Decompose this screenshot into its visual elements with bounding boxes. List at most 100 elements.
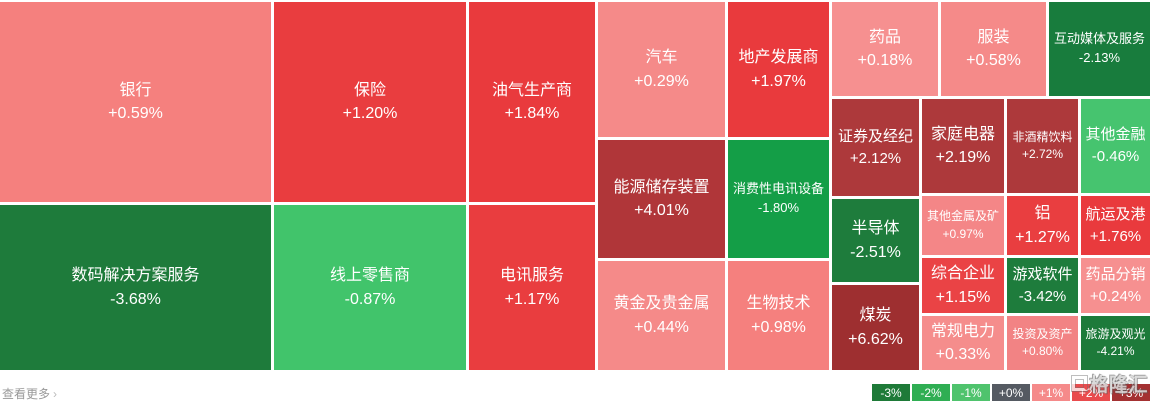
treemap-tile[interactable]: 黄金及贵金属 +0.44% xyxy=(598,261,725,370)
sector-change: +0.33% xyxy=(935,346,991,363)
legend-chip: -1% xyxy=(952,384,990,401)
sector-change: +0.98% xyxy=(751,318,806,336)
sector-name: 铝 xyxy=(1034,205,1051,223)
chevron-right-icon: › xyxy=(53,387,58,401)
treemap-tile[interactable]: 其他金属及矿 +0.97% xyxy=(922,196,1004,255)
sector-name: 油气生产商 xyxy=(491,81,572,99)
treemap-tile[interactable]: 煤炭 +6.62% xyxy=(832,285,919,370)
sector-name: 旅游及观光 xyxy=(1085,326,1146,341)
sector-name: 其他金融 xyxy=(1085,126,1146,144)
sector-change: +2.19% xyxy=(935,149,991,166)
sector-name: 消费性电讯设备 xyxy=(732,181,824,197)
treemap-tile[interactable]: 证券及经纪 +2.12% xyxy=(832,99,919,196)
treemap-tile[interactable]: 服装 +0.58% xyxy=(941,2,1046,96)
sector-name: 常规电力 xyxy=(930,322,995,340)
treemap-tile[interactable]: 药品 +0.18% xyxy=(832,2,938,96)
sector-change: -3.68% xyxy=(110,290,161,308)
treemap-tile[interactable]: 汽车 +0.29% xyxy=(598,2,725,137)
sector-name: 保险 xyxy=(353,81,386,99)
sector-name: 互动媒体及服务 xyxy=(1053,31,1145,47)
treemap-tile[interactable]: 旅游及观光 -4.21% xyxy=(1081,316,1150,370)
treemap: 银行 +0.59% 数码解决方案服务 -3.68% 保险 +1.20% 线上零售商 -0.87… xyxy=(0,2,1150,370)
sector-change: +1.97% xyxy=(751,72,806,90)
sector-name: 汽车 xyxy=(645,49,678,67)
sector-change: -2.51% xyxy=(850,243,901,261)
treemap-tile[interactable]: 常规电力 +0.33% xyxy=(922,316,1004,370)
treemap-tile[interactable]: 综合企业 +1.15% xyxy=(922,258,1004,313)
sector-name: 银行 xyxy=(119,81,152,99)
legend-chip: +2% xyxy=(1072,384,1110,401)
sector-name: 家庭电器 xyxy=(930,125,995,143)
sector-name: 半导体 xyxy=(851,220,900,238)
sector-change: +6.62% xyxy=(848,330,903,348)
sector-name: 航运及港 xyxy=(1085,205,1146,223)
treemap-tile[interactable]: 消费性电讯设备 -1.80% xyxy=(728,140,829,258)
sector-name: 生物技术 xyxy=(746,295,811,313)
treemap-tile[interactable]: 银行 +0.59% xyxy=(0,2,271,202)
sector-change: +2.72% xyxy=(1021,147,1064,161)
legend-chip: +1% xyxy=(1032,384,1070,401)
sector-name: 投资及资产 xyxy=(1012,326,1073,341)
sector-name: 黄金及贵金属 xyxy=(613,295,710,313)
treemap-tile[interactable]: 家庭电器 +2.19% xyxy=(922,99,1004,193)
sector-change: +0.29% xyxy=(634,72,689,90)
sector-change: +0.24% xyxy=(1089,287,1142,305)
sector-name: 综合企业 xyxy=(930,265,995,283)
treemap-tile[interactable]: 电讯服务 +1.17% xyxy=(469,205,595,370)
sector-change: +0.80% xyxy=(1021,344,1064,358)
footer-bar: 查看更多 › -3% -2% -1% +0% +1% +2% +3% 格隆汇 xyxy=(0,372,1150,401)
sector-change: +2.12% xyxy=(849,149,902,167)
sector-change: +1.17% xyxy=(504,290,560,308)
sector-name: 其他金属及矿 xyxy=(926,209,999,224)
sector-name: 电讯服务 xyxy=(499,267,564,285)
sector-change: +0.59% xyxy=(108,105,163,122)
sector-name: 数码解决方案服务 xyxy=(71,267,200,285)
view-more-link[interactable]: 查看更多 › xyxy=(2,385,57,401)
legend-chip: -3% xyxy=(872,384,910,401)
treemap-tile[interactable]: 投资及资产 +0.80% xyxy=(1007,316,1078,370)
treemap-tile[interactable]: 药品分销 +0.24% xyxy=(1081,258,1150,313)
sector-name: 证券及经纪 xyxy=(837,127,913,145)
treemap-tile[interactable]: 游戏软件 -3.42% xyxy=(1007,258,1078,313)
sector-change: -3.42% xyxy=(1018,287,1067,305)
legend-chip: +3% xyxy=(1112,384,1150,401)
sector-change: -0.87% xyxy=(344,290,396,308)
treemap-tile[interactable]: 地产发展商 +1.97% xyxy=(728,2,829,137)
view-more-label: 查看更多 xyxy=(2,387,51,401)
treemap-tile[interactable]: 其他金融 -0.46% xyxy=(1081,99,1150,193)
treemap-tile[interactable]: 能源储存装置 +4.01% xyxy=(598,140,725,258)
treemap-tile[interactable]: 线上零售商 -0.87% xyxy=(274,205,466,370)
sector-name: 服装 xyxy=(977,28,1010,46)
treemap-tile[interactable]: 非酒精饮料 +2.72% xyxy=(1007,99,1078,193)
sector-name: 非酒精饮料 xyxy=(1012,129,1073,144)
sector-name: 地产发展商 xyxy=(738,49,819,67)
sector-change: +0.44% xyxy=(634,318,689,336)
sector-name: 药品分销 xyxy=(1085,265,1146,283)
sector-change: +1.84% xyxy=(504,105,560,122)
sector-change: +4.01% xyxy=(634,202,689,219)
sector-name: 能源储存装置 xyxy=(613,178,710,196)
sector-change: -4.21% xyxy=(1096,344,1135,358)
treemap-tile[interactable]: 铝 +1.27% xyxy=(1007,196,1078,255)
treemap-tile[interactable]: 数码解决方案服务 -3.68% xyxy=(0,205,271,370)
sector-change: -0.46% xyxy=(1091,148,1140,165)
sector-change: +1.15% xyxy=(935,288,991,306)
treemap-tile[interactable]: 互动媒体及服务 -2.13% xyxy=(1049,2,1150,96)
sector-change: +0.58% xyxy=(966,52,1021,69)
sector-name: 药品 xyxy=(868,28,901,46)
legend-chip: -2% xyxy=(912,384,950,401)
treemap-tile[interactable]: 航运及港 +1.76% xyxy=(1081,196,1150,255)
legend-chip: +0% xyxy=(992,384,1030,401)
sector-name: 煤炭 xyxy=(859,307,892,325)
sector-change: +0.18% xyxy=(857,52,913,69)
sector-change: +1.20% xyxy=(342,105,398,122)
treemap-tile[interactable]: 油气生产商 +1.84% xyxy=(469,2,595,202)
treemap-tile[interactable]: 半导体 -2.51% xyxy=(832,199,919,282)
sector-change: +1.76% xyxy=(1089,227,1142,245)
color-legend: -3% -2% -1% +0% +1% +2% +3% xyxy=(870,384,1150,401)
sector-name: 游戏软件 xyxy=(1012,265,1073,283)
treemap-tile[interactable]: 保险 +1.20% xyxy=(274,2,466,202)
treemap-tile[interactable]: 生物技术 +0.98% xyxy=(728,261,829,370)
sector-name: 线上零售商 xyxy=(329,267,410,285)
